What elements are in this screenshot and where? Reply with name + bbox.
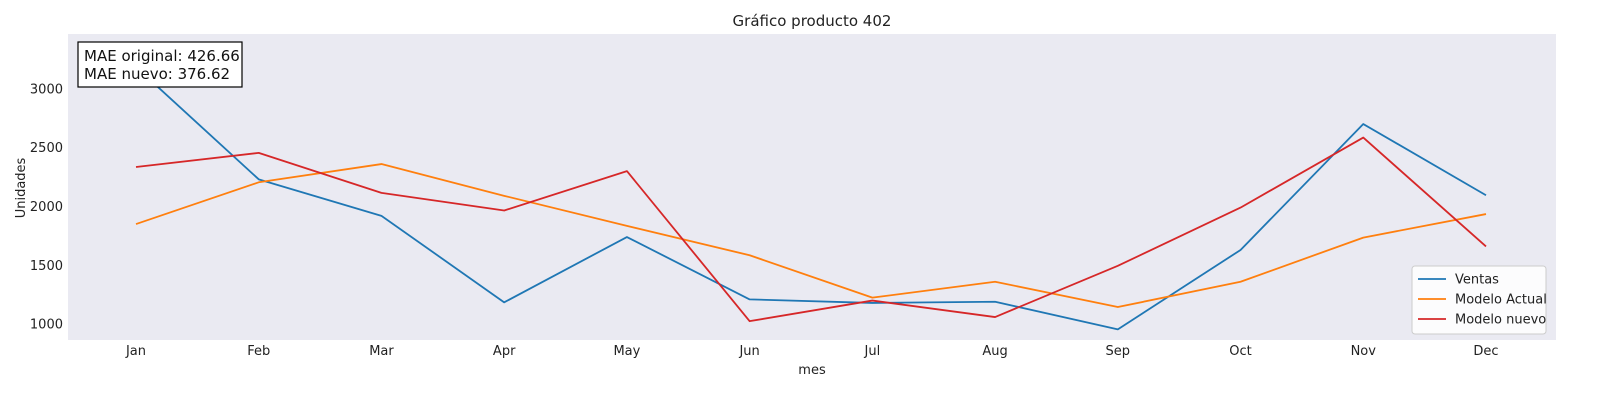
y-axis-ticks: 1000 1500 2000 2500 3000: [30, 82, 63, 332]
y-axis-label: Unidades: [14, 157, 29, 218]
series-line-1: [135, 66, 1487, 331]
series-layer: [135, 66, 1487, 331]
x-tick-label: Jun: [738, 344, 759, 359]
x-tick-label: Apr: [493, 344, 516, 359]
legend-label: Modelo Actual: [1455, 293, 1547, 308]
series-line-3: [135, 136, 1487, 323]
legend: Ventas Modelo Actual Modelo nuevo: [1411, 265, 1547, 335]
mae-annotation-frame: [77, 41, 243, 88]
x-axis-ticks: Jan Feb Mar Apr May Jun Jul Aug Sep Oct Nov Dec: [125, 344, 1499, 359]
x-tick-label: May: [613, 344, 640, 359]
x-tick-label: Aug: [982, 344, 1007, 359]
legend-frame: [1411, 265, 1547, 335]
chart-title: Gráfico producto 402: [733, 12, 892, 30]
y-tick-label: 3000: [30, 82, 63, 97]
x-tick-label: Nov: [1351, 344, 1377, 359]
mae-original-text: MAE original: 426.66: [84, 47, 240, 65]
x-tick-label: Jul: [864, 344, 881, 359]
y-tick-label: 1500: [30, 259, 63, 274]
x-axis-label: mes: [798, 363, 826, 378]
plot-area: [68, 34, 1556, 340]
y-tick-label: 1000: [30, 318, 63, 333]
legend-label: Ventas: [1455, 273, 1499, 288]
mae-annotation-box: MAE original: 426.66 MAE nuevo: 376.62: [77, 41, 243, 88]
mae-nuevo-text: MAE nuevo: 376.62: [84, 65, 230, 83]
x-tick-label: Sep: [1106, 344, 1131, 359]
x-tick-label: Oct: [1229, 344, 1251, 359]
y-tick-label: 2500: [30, 141, 63, 156]
x-tick-label: Feb: [247, 344, 270, 359]
x-tick-label: Dec: [1473, 344, 1498, 359]
x-tick-label: Jan: [125, 344, 146, 359]
x-tick-label: Mar: [369, 344, 394, 359]
series-line-2: [135, 163, 1487, 308]
y-tick-label: 2000: [30, 200, 63, 215]
legend-label: Modelo nuevo: [1455, 313, 1546, 328]
